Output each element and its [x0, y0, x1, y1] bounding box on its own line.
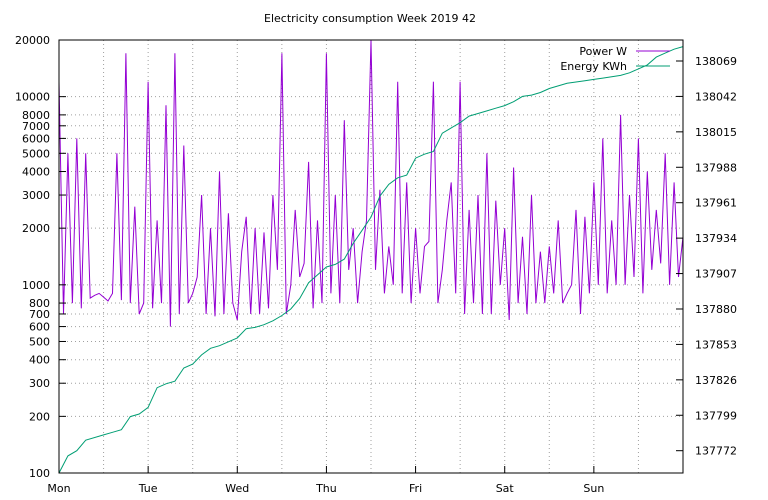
y2-tick-label: 138042 — [695, 90, 737, 103]
y-tick-label: 300 — [29, 377, 50, 390]
y2-tick-label: 138015 — [695, 126, 737, 139]
y2-tick-label: 137907 — [695, 268, 737, 281]
y-tick-label: 800 — [29, 297, 50, 310]
y-tick-label: 7000 — [22, 120, 50, 133]
x-tick-label: Sun — [583, 482, 604, 495]
y2-tick-label: 137826 — [695, 374, 737, 387]
y-tick-label: 400 — [29, 354, 50, 367]
y-tick-label: 600 — [29, 321, 50, 334]
y-tick-label: 200 — [29, 410, 50, 423]
y2-tick-label: 137961 — [695, 197, 737, 210]
chart-title: Electricity consumption Week 2019 42 — [264, 12, 476, 25]
x-tick-label: Mon — [47, 482, 70, 495]
y-tick-label: 8000 — [22, 109, 50, 122]
y2-tick-label: 137799 — [695, 409, 737, 422]
x-tick-label: Tue — [138, 482, 158, 495]
y-tick-label: 10000 — [15, 91, 50, 104]
y-tick-label: 500 — [29, 335, 50, 348]
x-tick-label: Thu — [315, 482, 337, 495]
y2-tick-label: 137988 — [695, 161, 737, 174]
legend-label: Power W — [579, 45, 627, 58]
y-tick-label: 5000 — [22, 147, 50, 160]
y-tick-label: 20000 — [15, 34, 50, 47]
grid-layer — [59, 39, 683, 474]
y2-tick-label: 138069 — [695, 55, 737, 68]
legend: Power W Energy KWh — [560, 45, 670, 73]
y2-tick-label: 137934 — [695, 232, 737, 245]
y2-tick-label: 137772 — [695, 445, 737, 458]
y-tick-label: 700 — [29, 308, 50, 321]
x-tick-label: Fri — [409, 482, 422, 495]
y-tick-label: 100 — [29, 467, 50, 480]
plot-frame — [58, 39, 684, 474]
energy-kwh-line — [58, 46, 684, 474]
x-tick-label: Wed — [225, 482, 249, 495]
legend-label: Energy KWh — [560, 60, 627, 73]
y2-tick-label: 137880 — [695, 303, 737, 316]
y-tick-label: 2000 — [22, 222, 50, 235]
y-tick-label: 6000 — [22, 132, 50, 145]
y2-tick-label: 137853 — [695, 338, 737, 351]
y-tick-label: 4000 — [22, 166, 50, 179]
y-tick-label: 3000 — [22, 189, 50, 202]
x-tick-label: Sat — [496, 482, 515, 495]
y-tick-label: 1000 — [22, 279, 50, 292]
